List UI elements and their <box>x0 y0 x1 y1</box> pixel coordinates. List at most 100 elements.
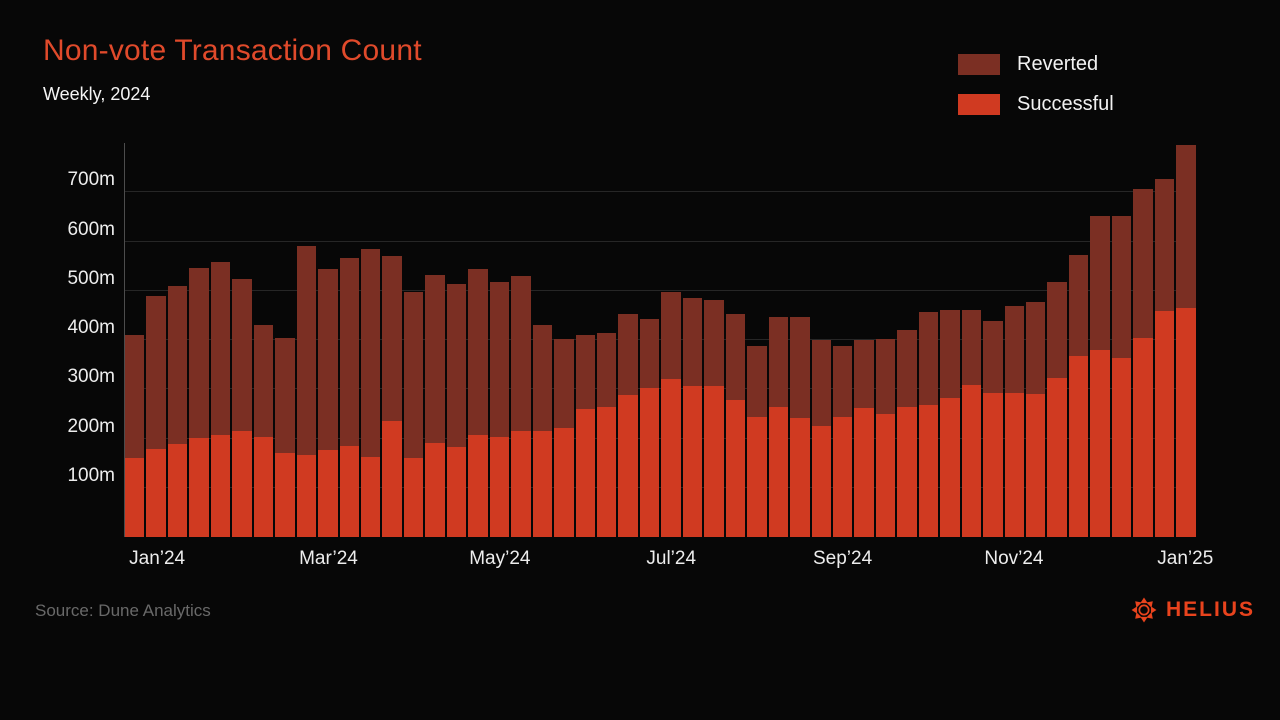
successful-segment <box>403 457 424 537</box>
bar-week-46 <box>1090 143 1110 537</box>
bar-week-44 <box>1047 143 1067 537</box>
successful-segment <box>725 399 746 537</box>
successful-segment <box>1133 337 1153 537</box>
y-axis-tick-label: 700m <box>67 169 115 191</box>
successful-segment <box>1068 356 1089 537</box>
successful-segment <box>232 430 252 537</box>
reverted-segment <box>875 338 896 414</box>
y-axis-tick-label: 200m <box>67 415 115 437</box>
successful-segment <box>661 379 681 537</box>
successful-segment <box>790 417 810 537</box>
successful-segment <box>253 436 274 537</box>
reverted-segment <box>425 275 445 443</box>
bar-week-36 <box>875 143 896 537</box>
bar-week-48 <box>1133 143 1153 537</box>
successful-segment <box>875 413 896 537</box>
reverted-segment <box>489 282 510 437</box>
brand: HELIUS <box>1131 597 1255 623</box>
x-axis-tick-label: Sep’24 <box>812 548 873 569</box>
successful-segment <box>918 404 939 537</box>
reverted-segment <box>596 332 617 408</box>
reverted-segment <box>189 268 209 438</box>
reverted-segment <box>554 338 574 428</box>
helius-logo-icon <box>1131 597 1157 623</box>
x-axis-tick-label: May’24 <box>469 548 531 569</box>
bar-week-24 <box>618 143 638 537</box>
reverted-segment <box>532 325 553 431</box>
reverted-segment <box>511 275 531 431</box>
successful-segment <box>1004 392 1025 537</box>
brand-name: HELIUS <box>1165 598 1255 621</box>
bar-week-33 <box>811 143 831 537</box>
successful-segment <box>682 386 703 537</box>
successful-segment <box>768 406 789 537</box>
reverted-segment <box>832 346 853 417</box>
successful-segment <box>811 425 831 537</box>
bar-week-4 <box>189 143 209 537</box>
reverted-segment <box>1047 282 1067 379</box>
bar-week-30 <box>747 143 767 537</box>
reverted-segment <box>961 310 982 386</box>
bar-week-13 <box>382 143 402 537</box>
bar-week-10 <box>318 143 338 537</box>
bar-week-38 <box>918 143 939 537</box>
bar-week-28 <box>704 143 724 537</box>
successful-segment <box>146 448 166 537</box>
successful-segment <box>639 387 660 537</box>
y-axis-tick-label: 400m <box>67 317 115 338</box>
successful-segment <box>747 416 767 537</box>
bar-week-47 <box>1111 143 1132 537</box>
reverted-segment <box>253 325 274 437</box>
bar-week-25 <box>639 143 660 537</box>
bar-week-32 <box>790 143 810 537</box>
bar-week-9 <box>296 143 317 537</box>
gridline-400m <box>125 339 1196 340</box>
y-axis-tick-label: 500m <box>67 267 115 289</box>
bar-week-23 <box>596 143 617 537</box>
reverted-segment <box>918 312 939 405</box>
successful-segment <box>210 434 231 537</box>
reverted-segment <box>854 339 874 409</box>
reverted-segment <box>682 298 703 387</box>
reverted-segment <box>725 314 746 400</box>
bar-week-35 <box>854 143 874 537</box>
reverted-segment <box>167 286 188 444</box>
successful-segment <box>425 442 445 537</box>
reverted-segment <box>1133 188 1153 338</box>
bar-week-7 <box>253 143 274 537</box>
bar-week-11 <box>339 143 359 537</box>
legend-label-reverted: Reverted <box>1017 52 1099 75</box>
successful-segment <box>125 457 145 537</box>
reverted-segment <box>768 317 789 407</box>
y-axis-line <box>124 143 125 537</box>
successful-segment <box>983 392 1003 537</box>
successful-segment <box>854 408 874 537</box>
legend-item-successful: Successful <box>958 93 1114 115</box>
successful-segment <box>275 452 295 537</box>
y-axis-tick-label: 100m <box>67 464 115 486</box>
successful-segment <box>1026 393 1046 537</box>
y-axis-tick-label: 600m <box>67 218 115 240</box>
successful-segment <box>489 436 510 537</box>
gridline-300m <box>125 388 1196 390</box>
bar-week-3 <box>167 143 188 537</box>
reverted-segment <box>618 314 638 395</box>
bar-week-40 <box>961 143 982 537</box>
successful-swatch <box>958 93 1000 115</box>
bar-week-18 <box>489 143 510 537</box>
bar-week-21 <box>554 143 574 537</box>
x-axis-tick-label: Nov’24 <box>984 548 1044 569</box>
bar-week-39 <box>940 143 960 537</box>
successful-segment <box>940 397 960 537</box>
reverted-segment <box>704 300 724 387</box>
bar-week-6 <box>232 143 252 537</box>
reverted-segment <box>146 296 166 449</box>
reverted-segment <box>1154 178 1175 312</box>
successful-segment <box>1090 350 1110 537</box>
bar-week-2 <box>146 143 166 537</box>
bar-week-37 <box>897 143 917 537</box>
successful-segment <box>618 394 638 537</box>
bar-week-49 <box>1154 143 1175 537</box>
successful-segment <box>897 406 917 537</box>
bar-week-12 <box>360 143 381 537</box>
